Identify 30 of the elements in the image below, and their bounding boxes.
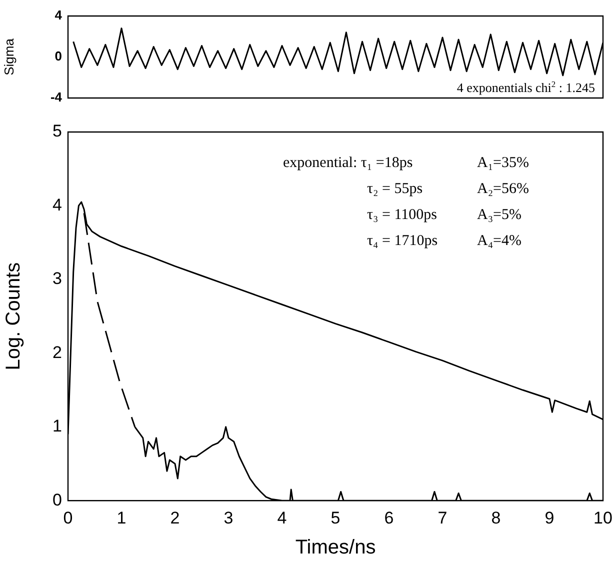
y-tick-label: 1 bbox=[52, 416, 62, 436]
y-axis-title: Sigma bbox=[1, 38, 16, 76]
y-tick-label: 0 bbox=[54, 48, 62, 64]
annotation: τ₄ = 1710ps bbox=[367, 233, 438, 249]
y-tick-label: 0 bbox=[52, 490, 62, 510]
x-tick-label: 5 bbox=[330, 508, 340, 528]
x-tick-label: 7 bbox=[438, 508, 448, 528]
x-axis-title: Times/ns bbox=[295, 536, 376, 559]
annotation: τ₂ = 55ps bbox=[367, 181, 423, 197]
annotation: A₄=4% bbox=[477, 233, 522, 249]
annotation: exponential: τ₁ =18ps bbox=[283, 155, 413, 171]
annotation: A₁=35% bbox=[477, 155, 530, 171]
x-tick-label: 1 bbox=[116, 508, 126, 528]
x-tick-label: 2 bbox=[170, 508, 180, 528]
annotation: τ₃ = 1100ps bbox=[367, 207, 438, 223]
y-tick-label: -4 bbox=[50, 90, 63, 105]
y-tick-label: 4 bbox=[52, 195, 62, 214]
y-tick-label: 2 bbox=[52, 342, 62, 362]
x-tick-label: 6 bbox=[384, 508, 394, 528]
y-tick-label: 3 bbox=[52, 269, 62, 288]
x-tick-label: 8 bbox=[491, 508, 501, 528]
y-tick-label: 5 bbox=[52, 122, 62, 141]
x-tick-label: 4 bbox=[277, 508, 287, 528]
x-tick-label: 10 bbox=[594, 508, 612, 528]
y-tick-label: 4 bbox=[54, 8, 63, 23]
annotation: A₂=56% bbox=[477, 181, 530, 197]
annotation: A₃=5% bbox=[477, 207, 522, 223]
x-tick-label: 3 bbox=[224, 508, 234, 528]
y-axis-title: Log. Counts bbox=[2, 262, 25, 370]
x-tick-label: 9 bbox=[544, 508, 554, 528]
